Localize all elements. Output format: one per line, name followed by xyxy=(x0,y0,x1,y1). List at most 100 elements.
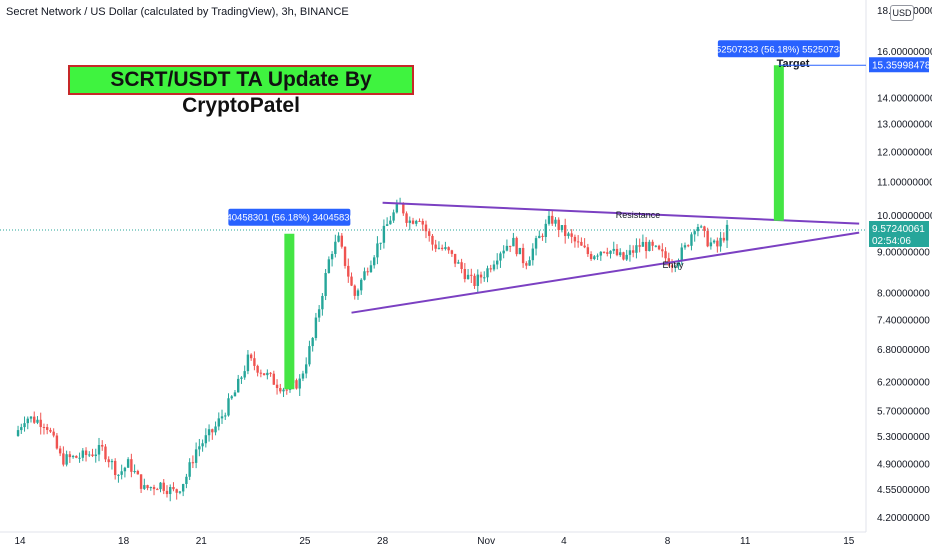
candle-body xyxy=(534,238,538,249)
candle-body xyxy=(460,262,463,270)
candle-body xyxy=(421,220,424,225)
candle-body xyxy=(631,250,635,253)
candle-body xyxy=(415,220,418,224)
candle-body xyxy=(483,277,486,279)
candle-body xyxy=(606,252,609,254)
candle-body xyxy=(505,245,509,251)
candle-body xyxy=(431,235,434,245)
candle-body xyxy=(340,235,344,247)
time-tick-label: 15 xyxy=(843,536,855,547)
chart-title-banner: SCRT/USDT TA Update By CryptoPatel xyxy=(68,65,414,117)
candle-body xyxy=(424,224,428,232)
candle-body xyxy=(172,487,175,490)
candle-body xyxy=(139,474,143,489)
candle-body xyxy=(473,275,476,286)
candle-body xyxy=(440,247,444,249)
time-tick-label: 4 xyxy=(561,536,567,547)
candle-body xyxy=(450,250,454,254)
target-price-badge xyxy=(869,57,929,73)
candle-body xyxy=(599,251,603,256)
candle-body xyxy=(680,247,683,261)
candle-body xyxy=(366,271,369,273)
measure-bar xyxy=(773,65,784,221)
candle-body xyxy=(712,240,716,243)
price-tick-label: 14.00000000 xyxy=(877,94,932,105)
candle-body xyxy=(622,252,625,260)
candle-body xyxy=(353,285,356,296)
candle-body xyxy=(722,237,726,241)
target-annotation: Target xyxy=(777,58,810,70)
candle-body xyxy=(233,392,237,397)
candle-body xyxy=(343,246,347,266)
candle-body xyxy=(466,274,470,280)
candle-body xyxy=(648,241,651,252)
candle-body xyxy=(78,457,81,459)
candle-body xyxy=(314,317,318,338)
candle-body xyxy=(638,245,641,247)
candle-body xyxy=(240,377,243,379)
price-tick-label: 10.00000000 xyxy=(877,211,932,222)
candle-body xyxy=(479,274,483,278)
candle-body xyxy=(418,220,421,222)
candle-body xyxy=(674,266,677,268)
candle-body xyxy=(317,309,321,318)
candle-body xyxy=(567,233,570,237)
candle-body xyxy=(126,459,130,468)
candle-body xyxy=(133,471,136,473)
candle-body xyxy=(130,459,133,472)
candle-body xyxy=(696,226,700,232)
price-tick-label: 11.00000000 xyxy=(877,178,932,189)
candle-body xyxy=(434,244,437,249)
currency-button[interactable]: USD xyxy=(890,5,914,21)
candle-body xyxy=(62,453,65,465)
candle-body xyxy=(16,430,20,436)
candle-body xyxy=(612,248,615,251)
candle-body xyxy=(188,462,191,477)
candle-body xyxy=(162,482,165,491)
time-tick-label: Nov xyxy=(477,536,495,547)
candle-body xyxy=(33,416,36,423)
candle-body xyxy=(330,253,334,260)
candle-body xyxy=(311,337,314,347)
candle-body xyxy=(249,354,253,359)
price-tick-label: 4.20000000 xyxy=(877,513,930,524)
candle-body xyxy=(304,364,308,374)
time-tick-label: 18 xyxy=(118,536,130,547)
candle-body xyxy=(224,415,227,417)
candle-body xyxy=(609,250,612,254)
candle-body xyxy=(104,446,107,460)
candle-body xyxy=(563,225,567,237)
candle-body xyxy=(402,203,405,214)
candle-body xyxy=(23,423,26,428)
candle-body xyxy=(36,419,39,423)
candle-body xyxy=(428,231,431,236)
candle-body xyxy=(285,389,288,391)
candle-body xyxy=(544,223,547,237)
candle-body xyxy=(654,245,658,247)
candle-body xyxy=(272,373,276,385)
candle-body xyxy=(185,476,188,484)
candle-body xyxy=(175,489,178,493)
trendline-entry xyxy=(351,231,860,314)
candle-body xyxy=(716,240,719,247)
candle-body xyxy=(657,245,661,250)
candle-body xyxy=(538,235,541,239)
candle-body xyxy=(457,262,460,264)
candle-body xyxy=(573,236,577,242)
candle-body xyxy=(392,212,395,221)
candle-body xyxy=(301,373,305,379)
candle-body xyxy=(411,220,415,224)
candle-body xyxy=(408,220,411,223)
candle-body xyxy=(204,435,208,444)
candle-body xyxy=(81,450,85,458)
candle-body xyxy=(576,241,580,243)
candle-body xyxy=(580,241,583,246)
candle-body xyxy=(463,269,467,280)
candle-body xyxy=(551,215,554,224)
candle-body xyxy=(619,252,622,256)
target-price-label: 15.35998478 xyxy=(872,60,931,71)
candle-body xyxy=(243,371,246,378)
candle-body xyxy=(528,260,531,266)
candle-body xyxy=(554,219,557,224)
